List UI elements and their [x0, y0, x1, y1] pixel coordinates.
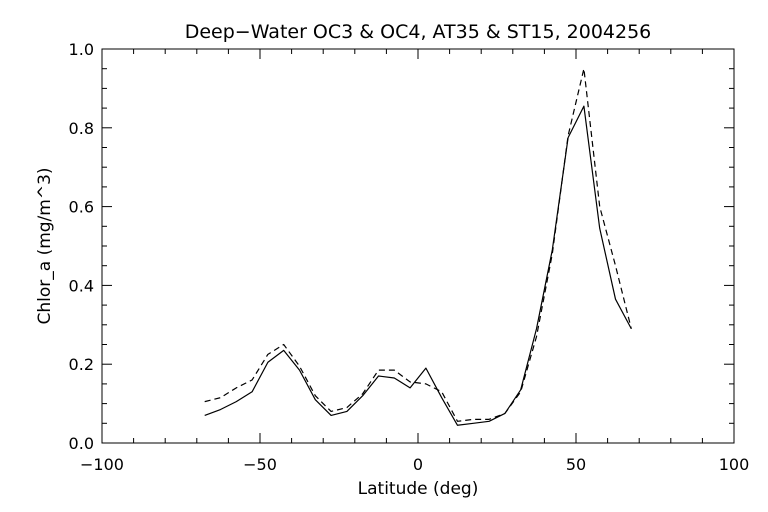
series-1-point — [441, 391, 442, 392]
y-tick-label: 1.0 — [69, 40, 94, 59]
series-0-point — [220, 409, 221, 410]
axis-ticks — [101, 48, 735, 444]
series-1-point — [331, 411, 332, 412]
series-1-point — [536, 336, 537, 337]
series-1-point — [457, 421, 458, 422]
series-0-point — [299, 370, 300, 371]
series-1-point — [552, 253, 553, 254]
series-1-point — [410, 381, 411, 382]
series-0-point — [267, 362, 268, 363]
series-1-point — [615, 265, 616, 266]
x-tick-label: −100 — [80, 455, 124, 474]
series-1-point — [568, 135, 569, 136]
series-1-point — [315, 395, 316, 396]
series-0-point — [583, 106, 584, 107]
y-tick-label: 0.6 — [69, 198, 94, 217]
series-solid-line — [204, 105, 632, 426]
series-1-point — [394, 370, 395, 371]
series-1-point — [220, 397, 221, 398]
series-dashed-line — [204, 68, 632, 422]
series-1-point — [631, 328, 632, 329]
series-1-point — [473, 419, 474, 420]
series-1-point — [346, 407, 347, 408]
series-1-point — [378, 370, 379, 371]
axis-tick-labels: −100 −50 0 50 100 0.0 0.2 0.4 0.6 0.8 1.0 — [69, 40, 750, 474]
series-1-point — [267, 354, 268, 355]
series-1-point — [204, 401, 205, 402]
series-1-point — [520, 391, 521, 392]
x-tick-label: 50 — [566, 455, 586, 474]
series-0-point — [615, 299, 616, 300]
series-1-point — [236, 387, 237, 388]
series-0-point — [378, 375, 379, 376]
series-0-point — [473, 423, 474, 424]
x-tick-label: 0 — [413, 455, 423, 474]
series-1-point — [504, 413, 505, 414]
y-tick-label: 0.2 — [69, 355, 94, 374]
series-1-point — [425, 383, 426, 384]
y-tick-label: 0.8 — [69, 119, 94, 138]
series-0-point — [457, 425, 458, 426]
series-0-point — [252, 391, 253, 392]
series-1-point — [583, 68, 584, 69]
x-tick-label: 100 — [719, 455, 750, 474]
series-1-point — [489, 419, 490, 420]
x-tick-label: −50 — [243, 455, 277, 474]
data-series — [204, 68, 632, 426]
series-0-point — [204, 415, 205, 416]
y-tick-label: 0.0 — [69, 434, 94, 453]
series-0-point — [362, 395, 363, 396]
chart-title: Deep−Water OC3 & OC4, AT35 & ST15, 20042… — [185, 21, 652, 43]
series-1-point — [362, 393, 363, 394]
series-1-point — [599, 206, 600, 207]
series-0-point — [441, 397, 442, 398]
series-0-point — [425, 368, 426, 369]
x-axis-label: Latitude (deg) — [358, 479, 479, 499]
series-0-point — [599, 228, 600, 229]
series-0-point — [346, 411, 347, 412]
series-0-point — [568, 137, 569, 138]
y-axis-label: Chlor_a (mg/m^3) — [35, 167, 55, 324]
series-0-point — [283, 350, 284, 351]
series-1-point — [252, 379, 253, 380]
series-0-point — [536, 328, 537, 329]
y-tick-label: 0.4 — [69, 276, 94, 295]
series-0-point — [315, 399, 316, 400]
series-0-point — [410, 387, 411, 388]
series-1-point — [283, 344, 284, 345]
series-0-point — [394, 377, 395, 378]
series-0-point — [236, 401, 237, 402]
series-1-point — [299, 366, 300, 367]
series-0-point — [331, 415, 332, 416]
series-0-point — [489, 421, 490, 422]
